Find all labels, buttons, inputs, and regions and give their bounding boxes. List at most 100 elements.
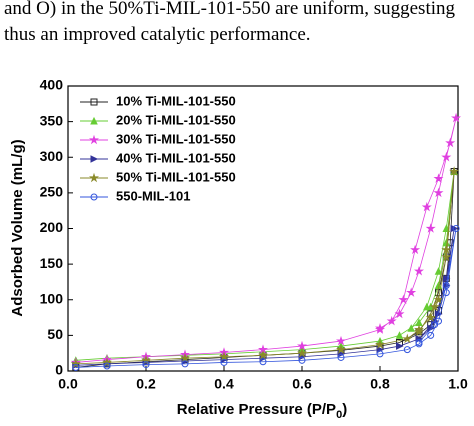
data-point — [422, 302, 431, 311]
data-point — [179, 352, 191, 363]
x-label-main: Relative Pressure (P/P — [177, 401, 336, 418]
data-point — [415, 339, 423, 346]
data-point — [442, 224, 451, 232]
legend-marker — [90, 116, 98, 125]
data-point — [452, 225, 460, 232]
data-point — [407, 324, 416, 332]
data-point — [396, 342, 404, 350]
data-point — [101, 357, 113, 367]
data-point — [413, 326, 425, 337]
data-point — [441, 251, 452, 262]
x-tick-label: 0.8 — [370, 376, 390, 392]
legend-label: 550-MIL-101 — [116, 188, 190, 203]
data-point — [431, 317, 439, 325]
x-axis-label: Relative Pressure (P/P0) — [177, 401, 347, 421]
data-point — [181, 360, 189, 368]
y-axis-label: Adsorbed Volume (mL/g) — [9, 139, 26, 316]
y-tick-label: 250 — [40, 184, 64, 200]
data-point — [449, 166, 460, 176]
legend-label: 40% Ti-MIL-101-550 — [116, 150, 236, 165]
data-point — [335, 344, 347, 354]
data-point — [257, 350, 269, 360]
legend-marker — [88, 172, 100, 183]
series-line — [75, 228, 457, 368]
data-point — [335, 335, 347, 346]
plot-frame — [67, 85, 459, 372]
y-tick-label: 50 — [47, 326, 63, 342]
data-point — [72, 363, 80, 371]
data-point — [403, 346, 411, 354]
y-tick-label: 100 — [40, 290, 64, 306]
data-point — [442, 282, 450, 289]
series-line — [75, 171, 455, 365]
legend-marker — [90, 193, 98, 201]
data-point — [406, 287, 417, 297]
data-point — [298, 356, 306, 364]
data-point — [451, 112, 462, 123]
data-point — [296, 347, 308, 358]
data-point — [70, 358, 81, 369]
data-point — [259, 358, 267, 366]
x-tick-label: 0.0 — [58, 376, 78, 392]
y-tick-label: 150 — [40, 255, 64, 271]
data-point — [445, 137, 456, 148]
x-tick-label: 1.0 — [448, 376, 468, 392]
data-point — [395, 331, 404, 339]
x-tick-label: 0.2 — [136, 376, 156, 392]
data-point — [410, 244, 421, 255]
legend-marker — [90, 155, 99, 163]
data-point — [421, 201, 432, 212]
data-point — [398, 294, 409, 305]
data-point — [103, 362, 111, 370]
y-tick-label: 400 — [40, 77, 64, 93]
x-tick-label: 0.4 — [214, 376, 234, 392]
data-point — [142, 361, 150, 369]
legend-label: 30% Ti-MIL-101-550 — [116, 131, 236, 146]
y-tick-label: 350 — [40, 112, 64, 128]
data-point — [296, 340, 308, 351]
x-tick-label: 0.6 — [292, 376, 312, 392]
series-line — [75, 171, 455, 368]
data-point — [441, 151, 452, 162]
legend-marker — [88, 134, 100, 145]
data-point — [425, 312, 436, 322]
y-tick-label: 0 — [55, 362, 63, 378]
paper-text: thus an improved catalytic performance. — [4, 24, 311, 45]
x-label-end: ) — [342, 401, 347, 418]
data-point — [425, 223, 436, 233]
data-point — [434, 267, 443, 275]
paper-text: and O) in the 50%Ti-MIL-101-550 are unif… — [4, 0, 456, 19]
data-point — [220, 358, 228, 366]
data-point — [374, 339, 386, 349]
data-point — [218, 351, 230, 362]
data-point — [433, 187, 444, 198]
y-tick-label: 200 — [40, 219, 64, 235]
data-point — [402, 333, 413, 344]
data-point — [433, 173, 444, 183]
data-point — [450, 224, 459, 233]
x-label-sub: 0 — [336, 409, 342, 421]
data-point — [374, 322, 386, 333]
data-point — [427, 331, 435, 339]
data-point — [435, 317, 442, 325]
data-point — [427, 324, 435, 333]
data-point — [376, 350, 384, 358]
data-point — [337, 353, 345, 361]
legend-marker — [90, 98, 98, 106]
data-point — [441, 244, 452, 255]
y-tick-label: 300 — [40, 148, 64, 164]
legend-label: 50% Ti-MIL-101-550 — [116, 169, 236, 184]
data-point — [413, 265, 425, 276]
legend-label: 20% Ti-MIL-101-550 — [116, 112, 236, 127]
data-point — [442, 289, 450, 297]
data-point — [429, 301, 440, 312]
data-point — [386, 315, 397, 326]
legend-label: 10% Ti-MIL-101-550 — [116, 93, 236, 108]
data-point — [442, 274, 451, 283]
data-point — [431, 321, 439, 329]
series-line — [75, 228, 455, 366]
data-point — [433, 294, 444, 305]
data-point — [394, 308, 405, 319]
